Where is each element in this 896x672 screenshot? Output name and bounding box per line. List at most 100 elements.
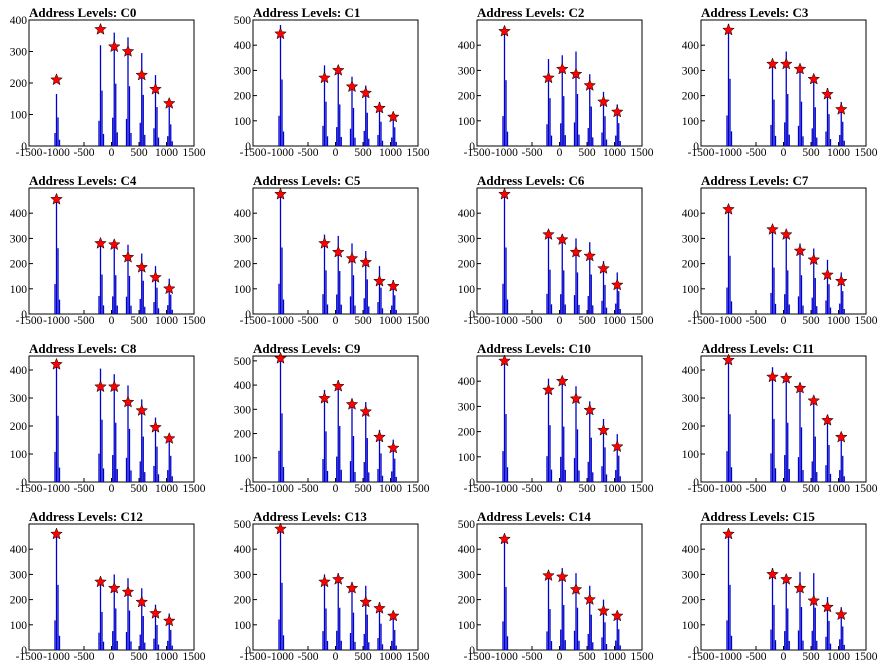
y-tick-label: 500 (234, 356, 252, 368)
y-tick-label: 400 (458, 208, 476, 220)
x-tick-label: -1000 (267, 315, 294, 327)
y-tick-label: 0 (21, 141, 27, 153)
chart-title: Address Levels: C13 (253, 509, 367, 524)
chart-panel: Address Levels: C5 0 100 200 300 400 -1500 -100… (224, 168, 448, 336)
y-tick-label: 0 (693, 309, 699, 321)
y-tick-label: 200 (10, 259, 28, 271)
chart-title: Address Levels: C15 (701, 509, 815, 524)
peak-marker (107, 380, 121, 393)
y-tick-label: 400 (10, 365, 28, 377)
y-tick-label: 300 (458, 569, 476, 581)
peak-marker (386, 279, 400, 292)
peak-marker (149, 420, 162, 433)
y-tick-label: 400 (234, 208, 252, 220)
x-tick-label: 1000 (155, 147, 178, 159)
chart-panel: Address Levels: C1 0 100 200 300 400 500 -1500-… (224, 0, 448, 168)
x-tick-label: 1500 (855, 147, 878, 159)
chart-svg: Address Levels: C11 0 100 200 300 400 -1500 -10… (682, 341, 878, 495)
y-tick-label: 400 (682, 365, 700, 377)
x-tick-label: -1500 (688, 315, 715, 327)
x-tick-label: -500 (297, 315, 318, 327)
y-tick-label: 200 (234, 595, 252, 607)
peak-marker (610, 440, 624, 453)
x-tick-label: -500 (745, 483, 766, 495)
chart-title: Address Levels: C11 (701, 341, 814, 356)
x-tick-label: -1500 (464, 483, 491, 495)
peak-marker (498, 354, 511, 367)
peak-marker (50, 357, 63, 370)
chart-svg: Address Levels: C13 0 100 200 300 400 500 -1500… (234, 509, 430, 663)
x-tick-label: 1000 (379, 651, 402, 663)
x-tick-label: 1500 (855, 315, 878, 327)
y-tick-label: 200 (458, 427, 476, 439)
y-tick-label: 300 (682, 393, 700, 405)
x-tick-label: -1500 (464, 651, 491, 663)
peak-marker (834, 274, 848, 287)
x-tick-label: 500 (802, 483, 820, 495)
x-tick-label: 500 (354, 483, 372, 495)
x-tick-label: -1500 (240, 483, 267, 495)
x-tick-label: 1500 (855, 483, 878, 495)
peak-marker (345, 80, 359, 93)
peak-marker (50, 527, 63, 540)
y-tick-label: 200 (458, 259, 476, 271)
chart-svg: Address Levels: C2 0 100 200 300 400 -1500 -100… (458, 5, 654, 159)
x-tick-label: -1000 (267, 651, 294, 663)
peak-marker (162, 431, 176, 445)
peak-marker (107, 238, 121, 251)
y-tick-label: 0 (21, 645, 27, 657)
y-tick-label: 400 (458, 40, 476, 52)
x-tick-label: -1000 (43, 315, 70, 327)
chart-svg: Address Levels: C0 0 100 200 300 400 -1500 -100… (10, 5, 206, 159)
x-tick-label: 500 (802, 147, 820, 159)
peak-marker (821, 87, 834, 100)
y-tick-label: 300 (682, 233, 700, 245)
y-tick-label: 0 (21, 477, 27, 489)
y-tick-label: 200 (682, 259, 700, 271)
x-tick-label: -500 (745, 651, 766, 663)
x-tick-label: 500 (130, 651, 148, 663)
y-tick-label: 400 (10, 544, 28, 556)
x-tick-label: -1000 (491, 315, 518, 327)
x-tick-label: 0 (109, 651, 115, 663)
x-tick-label: 1000 (603, 147, 626, 159)
x-tick-label: 1000 (827, 651, 850, 663)
y-tick-label: 200 (458, 91, 476, 103)
chart-panel: Address Levels: C14 0 100 200 300 400 500 -1500… (448, 504, 672, 672)
chart-panel: Address Levels: C12 0 100 200 300 400 -1500 -10… (0, 504, 224, 672)
x-tick-label: 1500 (631, 651, 654, 663)
chart-svg: Address Levels: C3 0 100 200 300 400 -1500 -100… (682, 5, 878, 159)
peak-marker (318, 575, 331, 588)
x-tick-label: 1000 (155, 315, 178, 327)
x-tick-label: 0 (557, 147, 563, 159)
y-tick-label: 400 (458, 544, 476, 556)
x-tick-label: 1000 (827, 147, 850, 159)
x-tick-label: 500 (354, 651, 372, 663)
peak-marker (345, 581, 359, 594)
x-tick-label: -1500 (688, 483, 715, 495)
peak-marker (793, 62, 807, 75)
peak-marker (135, 403, 149, 417)
x-tick-label: 1500 (407, 483, 430, 495)
x-tick-label: 0 (557, 315, 563, 327)
chart-panel: Address Levels: C3 0 100 200 300 400 -1500 -100… (672, 0, 896, 168)
peak-marker (834, 102, 848, 115)
y-tick-label: 0 (245, 477, 251, 489)
y-tick-label: 0 (469, 309, 475, 321)
x-tick-label: 1500 (183, 651, 206, 663)
x-tick-label: -500 (745, 147, 766, 159)
y-tick-label: 200 (682, 421, 700, 433)
x-tick-label: 1000 (379, 483, 402, 495)
peak-marker (766, 567, 779, 580)
peak-marker (121, 395, 135, 408)
x-tick-label: 500 (354, 147, 372, 159)
peak-marker (766, 222, 779, 235)
peak-marker (807, 72, 821, 85)
peak-marker (135, 595, 149, 608)
chart-title: Address Levels: C9 (253, 341, 361, 356)
peak-marker (779, 227, 793, 241)
peak-marker (318, 391, 331, 404)
x-tick-label: 1500 (855, 651, 878, 663)
x-tick-label: 1500 (631, 315, 654, 327)
chart-panel: Address Levels: C9 0 100 200 300 400 500 -1500-… (224, 336, 448, 504)
